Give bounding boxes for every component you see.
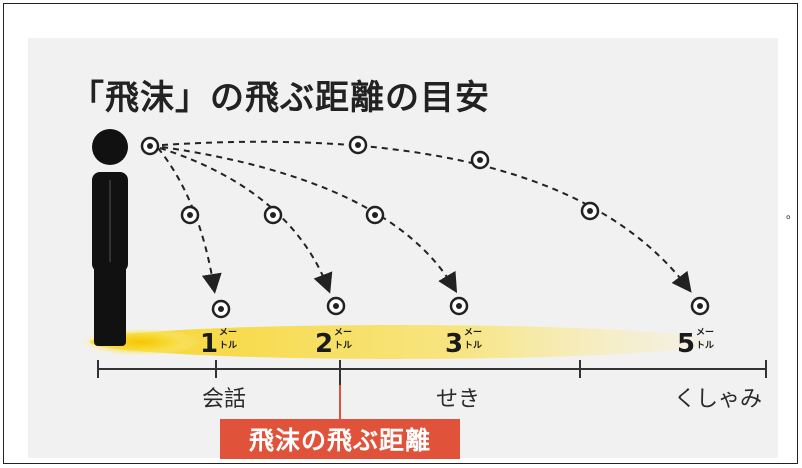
trajectory-2m [159, 147, 333, 294]
person-figure [92, 129, 128, 346]
trajectory-5m [161, 140, 692, 293]
droplet-icon [326, 296, 346, 316]
diagram-background [28, 38, 778, 458]
droplet-icon [348, 135, 368, 155]
category-label: くしゃみ [674, 387, 762, 412]
droplet-distance-badge: 飛沫の飛ぶ距離 [220, 419, 460, 459]
distance-unit: メー [696, 327, 714, 338]
distance-unit: トル [696, 340, 714, 351]
diagram-title: 「飛沫」の飛ぶ距離の目安 [70, 78, 490, 118]
trajectories [157, 140, 692, 294]
droplet-icon [211, 299, 231, 319]
droplet-icon [180, 205, 200, 225]
category-label: 会話 [202, 387, 246, 412]
category-label: せき [436, 387, 480, 412]
side-mark: 。 [786, 207, 799, 221]
distance-unit: メー [464, 327, 482, 338]
distance-unit: メー [334, 327, 352, 338]
distance-unit: トル [464, 340, 482, 351]
droplet-icon [365, 205, 385, 225]
distance-number: 3 [445, 329, 463, 359]
droplet-icon [580, 201, 600, 221]
droplet-icon [690, 296, 710, 316]
distance-number: 2 [315, 329, 333, 359]
ground-glow [90, 325, 710, 359]
distance-number: 1 [200, 329, 218, 359]
distance-unit: メー [219, 327, 237, 338]
distance-number: 5 [677, 329, 695, 359]
droplet-icon [449, 296, 469, 316]
droplet-icon [263, 205, 283, 225]
droplet-icon [140, 136, 160, 156]
droplet-icon [470, 150, 490, 170]
distance-unit: トル [219, 340, 237, 351]
distance-axis [97, 360, 767, 385]
droplet-markers [140, 135, 710, 319]
trajectory-3m [161, 146, 458, 294]
distance-unit: トル [334, 340, 352, 351]
